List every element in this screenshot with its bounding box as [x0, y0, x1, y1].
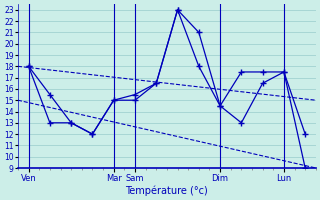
X-axis label: Température (°c): Température (°c) [125, 185, 208, 196]
